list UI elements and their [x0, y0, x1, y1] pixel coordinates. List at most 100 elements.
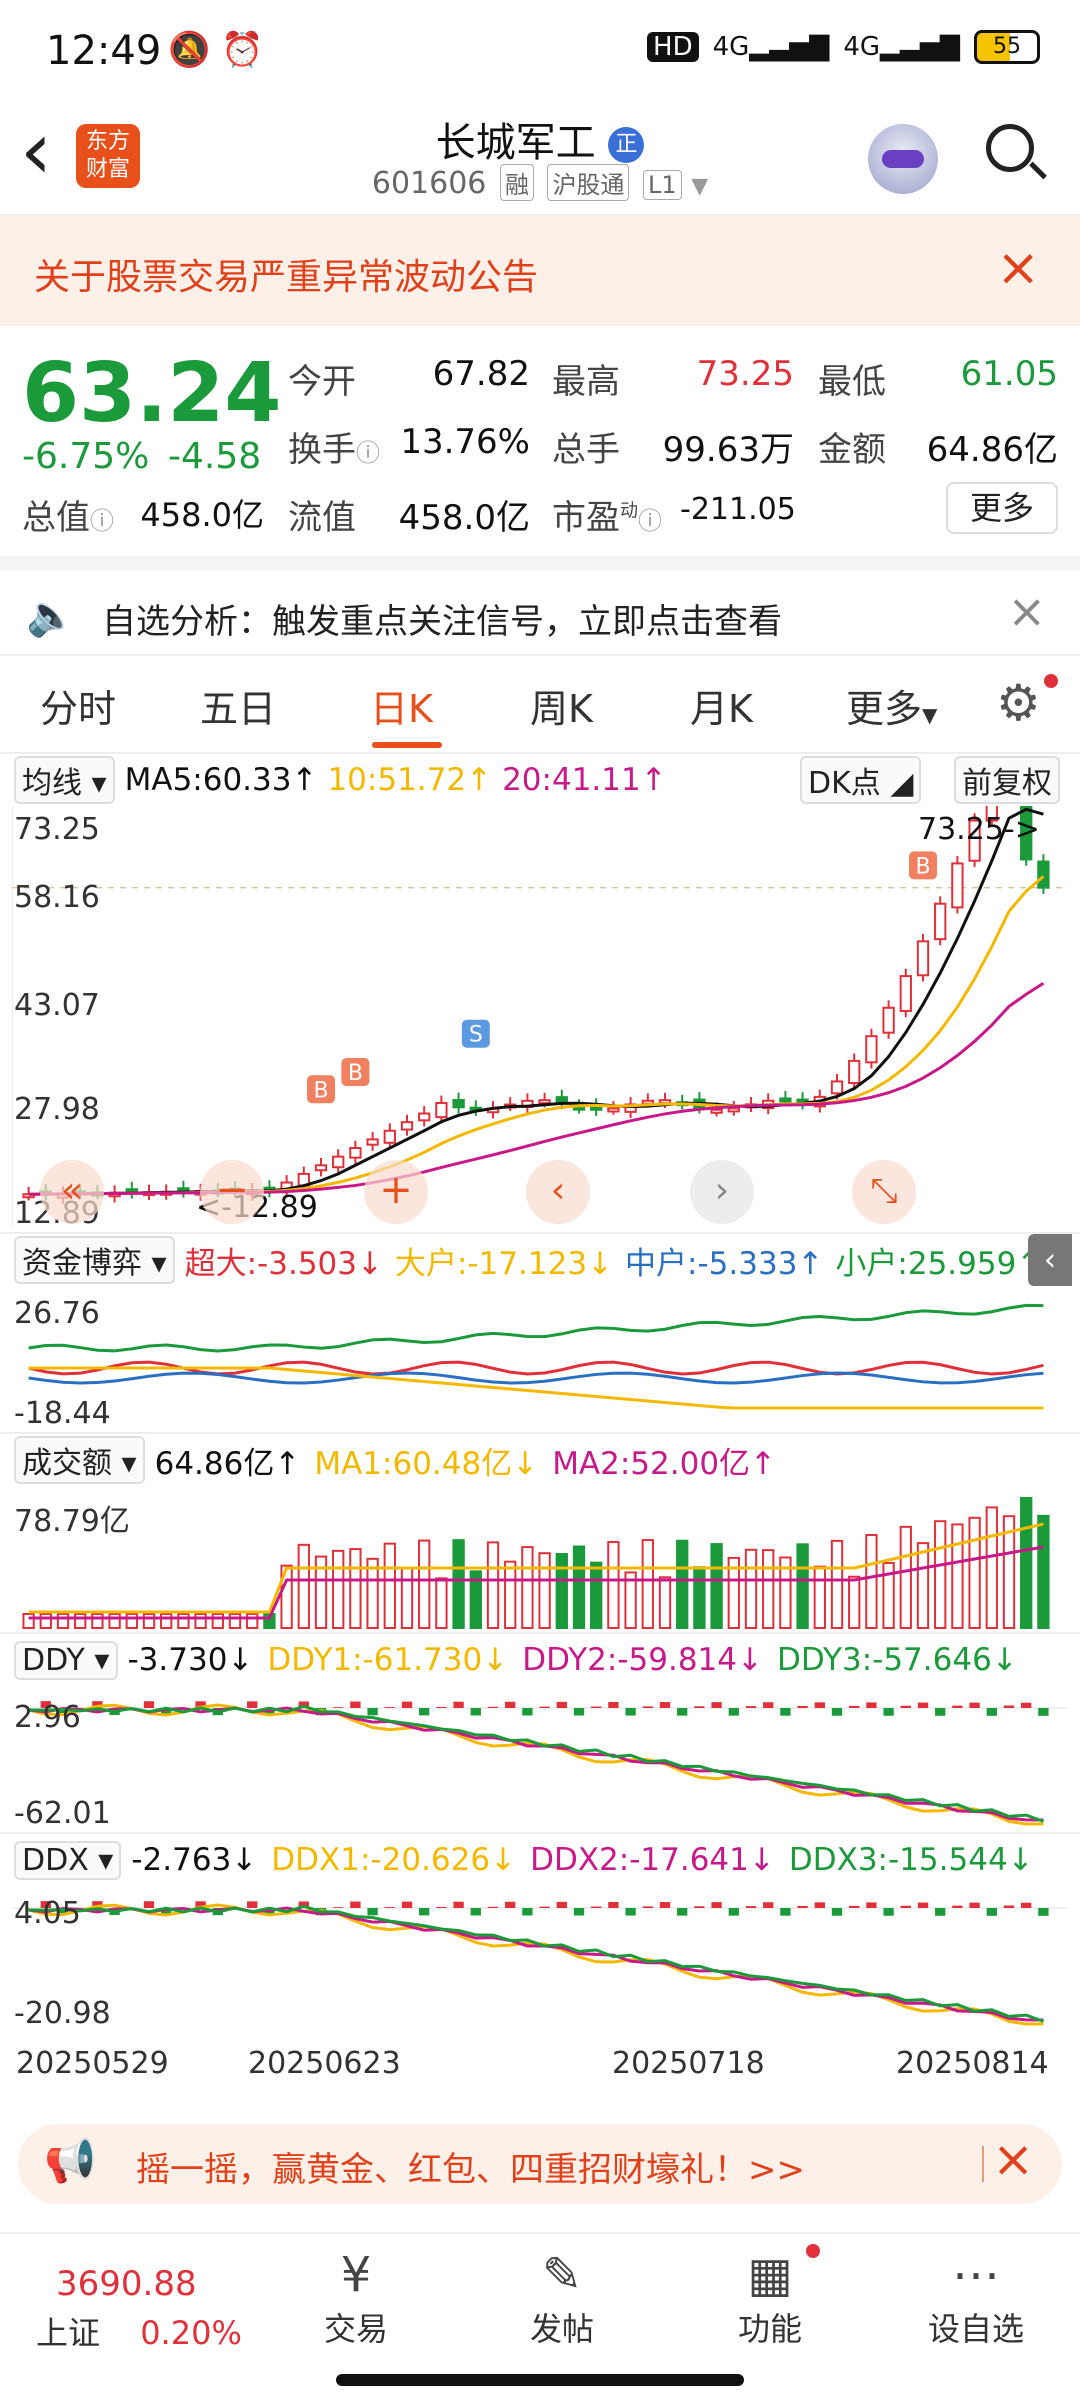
fund-line-2 [28, 1371, 1044, 1385]
dd-bar [763, 1902, 774, 1908]
fullscreen-icon[interactable]: ⤡ [852, 1160, 916, 1224]
notice-text[interactable]: 关于股票交易严重异常波动公告 [34, 257, 539, 298]
notice-banner[interactable]: 关于股票交易严重异常波动公告 × [0, 216, 1080, 326]
candle-body [779, 1097, 792, 1103]
analysis-text[interactable]: 自选分析：触发重点关注信号，立即点击查看 [102, 602, 782, 642]
tab-daily-k[interactable]: 日K [370, 687, 433, 731]
app-logo[interactable]: 东方财富 [76, 124, 140, 188]
field-value: 67.82 [432, 354, 530, 394]
dd-bar [487, 1706, 499, 1708]
zoom-out-icon[interactable]: − [200, 1160, 264, 1224]
volume-bar [142, 1613, 156, 1629]
dd-bar [195, 1901, 206, 1908]
dk-point-button[interactable]: DK点 ◢ [800, 756, 922, 804]
dd-bar [900, 1905, 911, 1908]
close-icon[interactable]: × [992, 2130, 1034, 2188]
volume-bar [504, 1560, 517, 1629]
tab-monthly-k[interactable]: 月K [690, 687, 753, 731]
dd-bar [556, 1701, 567, 1708]
close-icon[interactable]: × [996, 238, 1040, 298]
volume-bar [297, 1543, 310, 1629]
fund-selector[interactable]: 资金博弈 ▾ [14, 1236, 175, 1284]
analysis-bar[interactable]: 🔈 自选分析：触发重点关注信号，立即点击查看 × [0, 556, 1080, 656]
ddx-selector[interactable]: DDX ▾ [14, 1840, 122, 1880]
nav-trade[interactable]: ¥ 交易 [286, 2246, 426, 2350]
dd-bar [642, 1906, 653, 1908]
promo-text[interactable]: 摇一摇，赢黄金、红包、四重招财壕礼！>> [136, 2150, 805, 2190]
info-icon[interactable]: ⓘ [90, 507, 114, 535]
back-icon[interactable]: ‹ [20, 104, 52, 197]
edit-icon: ✎ [541, 2247, 583, 2303]
nav-add-watch[interactable]: ⋯ 设自选 [906, 2246, 1046, 2350]
stock-code: 601606 [371, 166, 487, 201]
index-name: 上证 [36, 2314, 101, 2352]
collapse-icon[interactable]: ‹ [1028, 1234, 1072, 1286]
fund-chart [28, 1303, 1044, 1410]
volume-bar [865, 1534, 878, 1629]
volume-bar [727, 1556, 740, 1629]
dd-bar [677, 1708, 688, 1716]
index-widget[interactable]: 3690.88 上证 0.20% [36, 2264, 256, 2354]
candle-body [314, 1164, 328, 1172]
dd-bar [986, 1708, 997, 1716]
yen-icon: ¥ [340, 2247, 372, 2303]
tab-weekly-k[interactable]: 周K [530, 687, 593, 731]
volume-bar [1020, 1497, 1033, 1629]
robot-avatar-icon[interactable] [868, 124, 938, 194]
ddy-selector[interactable]: DDY ▾ [14, 1640, 118, 1680]
info-icon[interactable]: ⓘ [638, 507, 662, 535]
index-pct: 0.20% [140, 2314, 242, 2352]
volume-bar [263, 1613, 276, 1629]
search-icon[interactable] [986, 124, 1047, 184]
gear-icon[interactable]: ⚙ [996, 674, 1041, 732]
volume-bar [590, 1561, 603, 1629]
tab-five-day[interactable]: 五日 [200, 687, 277, 731]
volume-bar [366, 1557, 379, 1629]
y-axis-label: 73.25 [14, 812, 100, 847]
adjust-button[interactable]: 前复权 [954, 756, 1060, 804]
volume-bar [968, 1516, 981, 1630]
rewind-icon[interactable]: « [40, 1160, 104, 1224]
dd-bar [797, 1906, 808, 1908]
candle-body [332, 1155, 345, 1169]
volume-selector[interactable]: 成交额 ▾ [14, 1436, 145, 1484]
y-axis-label: 43.07 [14, 988, 100, 1023]
ma-selector[interactable]: 均线 ▾ [14, 756, 115, 804]
nav-post[interactable]: ✎ 发帖 [492, 2246, 632, 2350]
volume-bar [280, 1564, 293, 1629]
dd-bar [57, 1708, 69, 1715]
volume-bar [744, 1548, 758, 1629]
fund-line-0 [28, 1303, 1044, 1353]
volume-bar [56, 1613, 70, 1629]
home-indicator[interactable] [336, 2374, 744, 2386]
close-icon[interactable]: × [1007, 584, 1046, 638]
volume-bar [486, 1541, 500, 1629]
volume-bar [211, 1613, 224, 1629]
more-button[interactable]: 更多 [946, 482, 1058, 534]
field-label: 最低 [818, 362, 886, 402]
dd-bar [917, 1902, 929, 1908]
dd-bar [333, 1707, 344, 1708]
dd-bar [333, 1907, 344, 1908]
next-icon[interactable]: › [690, 1160, 754, 1224]
buy-marker [909, 851, 937, 880]
chevron-down-icon[interactable]: ▼ [691, 174, 709, 199]
prev-icon[interactable]: ‹ [526, 1160, 590, 1224]
ddy2-value: DDY2:-59.814↓ [522, 1642, 763, 1678]
volume-bar [74, 1613, 87, 1629]
tab-intraday[interactable]: 分时 [40, 687, 117, 731]
dd-line-1 [28, 1706, 1044, 1822]
chevron-down-icon: ▼ [922, 703, 938, 727]
nav-function[interactable]: ▦ 功能 [700, 2246, 840, 2350]
volume-bar [830, 1539, 844, 1629]
info-icon[interactable]: ⓘ [356, 439, 380, 467]
promo-banner[interactable]: 📢 摇一摇，赢黄金、红包、四重招财壕礼！>> × [18, 2124, 1062, 2204]
zoom-in-icon[interactable]: + [364, 1160, 428, 1224]
buy-marker-text: B [915, 854, 930, 879]
volume-bar [572, 1545, 586, 1629]
tab-more[interactable]: 更多▼ [846, 687, 938, 731]
dd-bar [728, 1908, 739, 1916]
last-price: 63.24 [22, 346, 282, 441]
dd-bar [350, 1701, 361, 1708]
kline-chart[interactable]: BBBBSS [12, 806, 1068, 1226]
